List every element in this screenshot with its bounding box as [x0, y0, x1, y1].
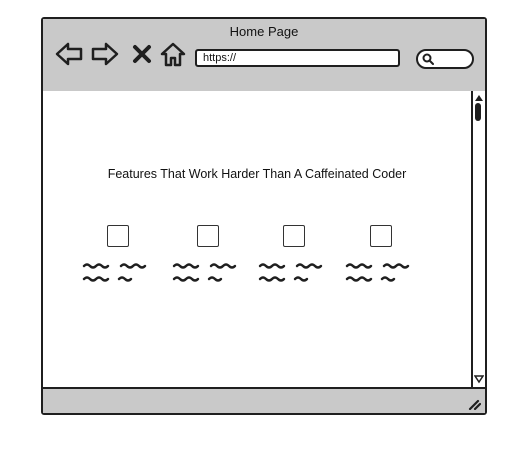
vertical-scrollbar[interactable] [471, 91, 485, 387]
back-arrow-icon[interactable] [55, 41, 83, 67]
feature-image-placeholder [107, 225, 129, 247]
placeholder-text-scribble [82, 263, 147, 282]
scroll-down-icon[interactable] [474, 375, 484, 384]
feature-image-placeholder [197, 225, 219, 247]
page-content: Features That Work Harder Than A Caffein… [43, 91, 471, 387]
browser-toolbar: Home Page https:// [43, 19, 485, 93]
home-icon[interactable] [159, 41, 187, 67]
forward-arrow-icon[interactable] [91, 41, 119, 67]
scroll-up-icon[interactable] [474, 93, 484, 102]
search-field[interactable] [416, 49, 474, 69]
address-bar[interactable]: https:// [195, 49, 400, 67]
feature-item [257, 225, 333, 287]
feature-image-placeholder [283, 225, 305, 247]
placeholder-text-scribble [172, 263, 237, 282]
page-heading: Features That Work Harder Than A Caffein… [107, 167, 407, 181]
status-bar [43, 387, 485, 413]
browser-window: Home Page https:// Features That Work Ha… [41, 17, 487, 415]
placeholder-text-scribble [345, 263, 410, 282]
scroll-thumb[interactable] [475, 103, 481, 121]
address-text: https:// [203, 52, 237, 64]
resize-handle-icon[interactable] [467, 396, 481, 410]
placeholder-text-scribble [258, 263, 323, 282]
feature-item [171, 225, 247, 287]
feature-image-placeholder [370, 225, 392, 247]
search-icon [422, 53, 434, 65]
feature-item [344, 225, 420, 287]
feature-item [81, 225, 157, 287]
window-title: Home Page [229, 24, 299, 39]
close-icon[interactable] [131, 41, 153, 67]
